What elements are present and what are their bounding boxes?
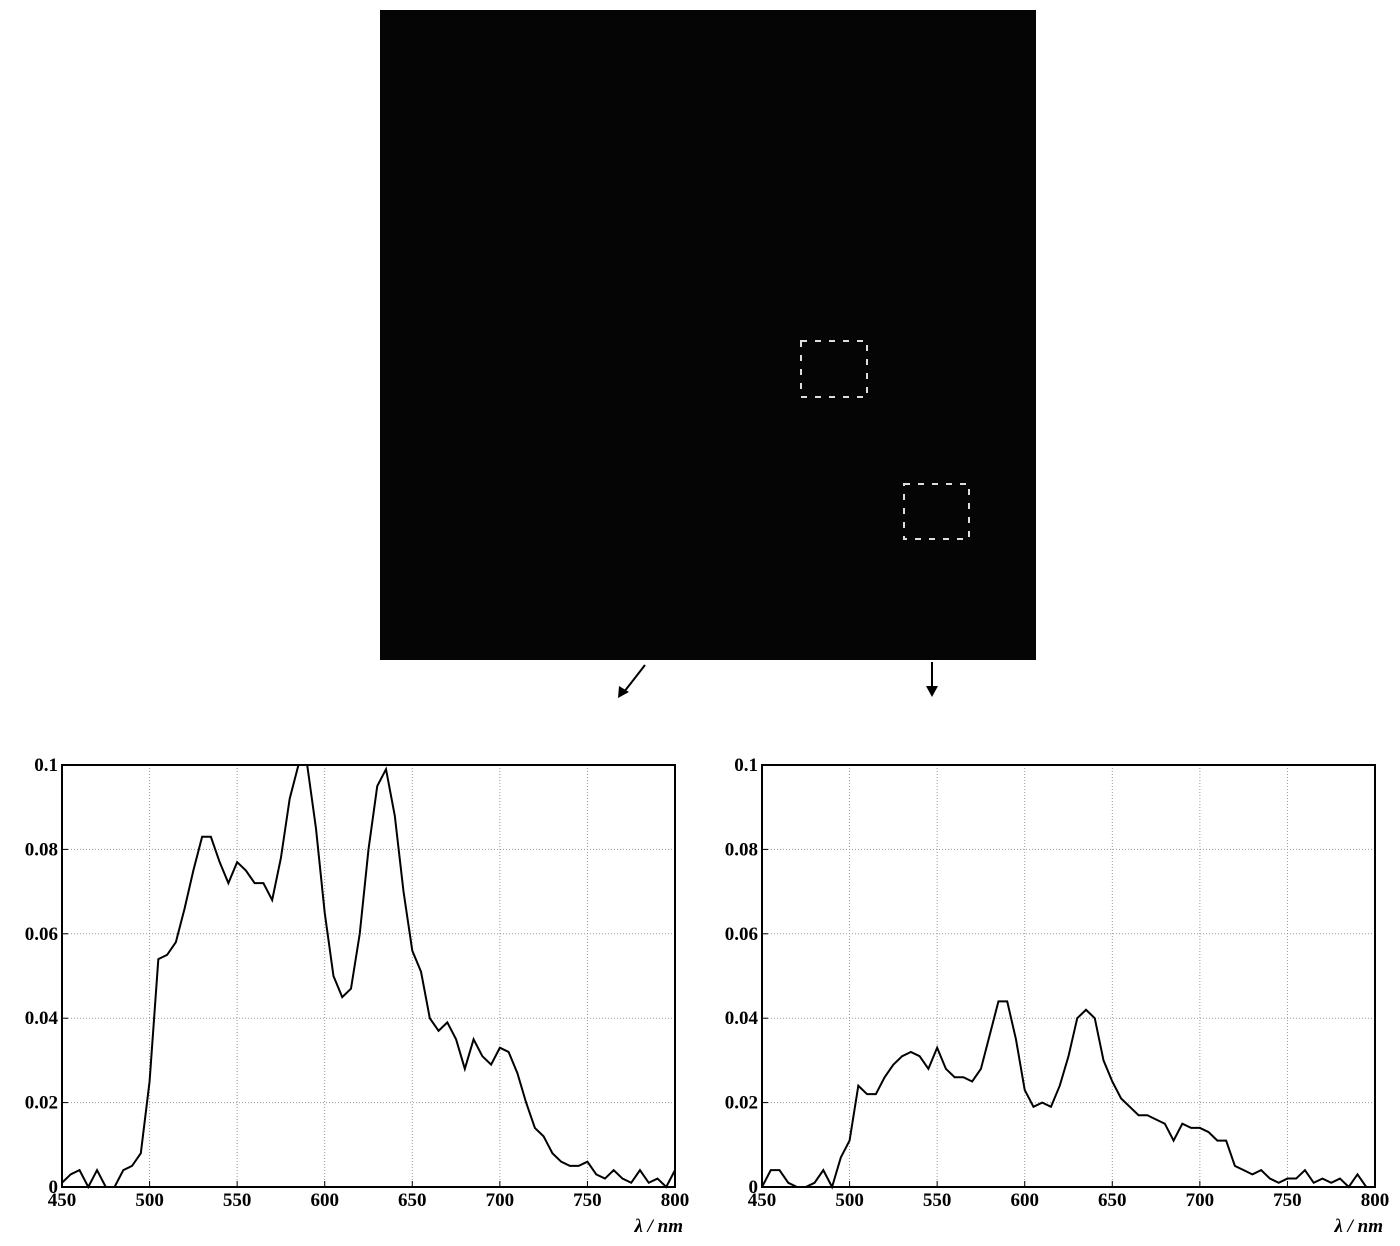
y-tick-label: 0.04	[725, 1008, 759, 1029]
x-tick-label: 750	[573, 1190, 602, 1211]
x-tick-label: 700	[1186, 1190, 1215, 1211]
x-tick-label: 650	[1098, 1190, 1127, 1211]
x-tick-label: 450	[748, 1190, 777, 1211]
x-tick-label: 500	[835, 1190, 864, 1211]
x-tick-label: 450	[48, 1190, 77, 1211]
x-axis-label: λ / nm	[1333, 1216, 1383, 1237]
x-axis-label: λ / nm	[633, 1216, 683, 1237]
y-tick-label: 0.04	[25, 1008, 59, 1029]
x-tick-label: 700	[486, 1190, 515, 1211]
y-tick-label: 0.02	[725, 1093, 758, 1114]
figure: 00.020.040.060.080.145050055060065070075…	[0, 0, 1400, 1241]
x-tick-label: 550	[223, 1190, 252, 1211]
plot-frame	[62, 765, 675, 1187]
y-tick-label: 0.08	[25, 839, 58, 860]
x-tick-label: 650	[398, 1190, 427, 1211]
x-tick-label: 600	[310, 1190, 339, 1211]
dark-image	[380, 10, 1036, 660]
spectrum-line	[762, 1001, 1375, 1187]
x-tick-label: 500	[135, 1190, 164, 1211]
plot-frame	[762, 765, 1375, 1187]
y-tick-label: 0.02	[25, 1093, 58, 1114]
y-tick-label: 0.1	[734, 755, 758, 776]
x-tick-label: 550	[923, 1190, 952, 1211]
arrow-head	[926, 686, 938, 697]
spectrum-line	[62, 765, 675, 1187]
y-tick-label: 0.1	[34, 755, 58, 776]
arrow	[624, 665, 645, 692]
y-tick-label: 0.06	[25, 924, 58, 945]
x-tick-label: 600	[1010, 1190, 1039, 1211]
y-tick-label: 0.08	[725, 839, 758, 860]
x-tick-label: 800	[1361, 1190, 1390, 1211]
x-tick-label: 750	[1273, 1190, 1302, 1211]
y-tick-label: 0.06	[725, 924, 758, 945]
x-tick-label: 800	[661, 1190, 690, 1211]
